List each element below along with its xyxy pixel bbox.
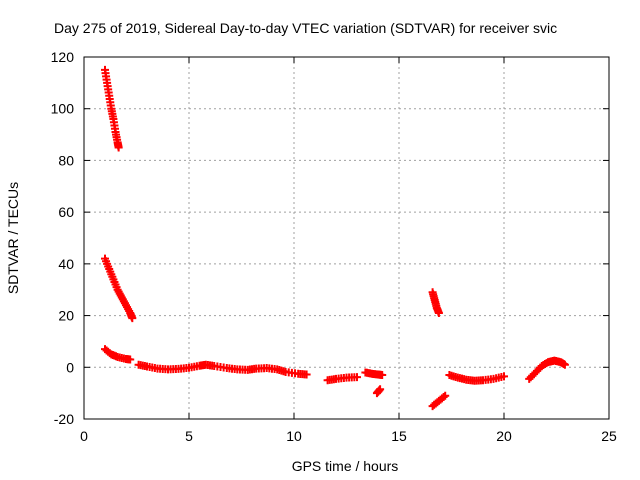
x-tick-label: 10 [286,428,302,444]
x-axis-title: GPS time / hours [292,458,399,474]
x-tick-label: 25 [601,428,617,444]
y-tick-label: 40 [58,256,74,272]
x-tick-label: 0 [80,428,88,444]
data-point-marker [560,360,569,369]
data-points [101,65,569,411]
plot-frame [83,56,610,420]
x-tick-label: 20 [496,428,512,444]
grid [84,57,609,419]
x-tick-label: 15 [391,428,407,444]
data-point-marker [126,355,135,364]
data-point-marker [353,373,361,382]
data-point-marker [376,385,385,394]
x-tick-label: 5 [185,428,193,444]
y-axis-title: SDTVAR / TECUs [5,182,21,294]
y-tick-label: -20 [54,411,74,427]
data-point-marker [128,314,137,323]
data-point-marker [441,391,450,400]
data-point-marker [434,308,443,317]
y-tick-label: 120 [51,49,75,65]
chart-title: Day 275 of 2019, Sidereal Day-to-day VTE… [54,20,557,36]
y-tick-label: 60 [58,204,74,220]
y-tick-label: 100 [51,101,75,117]
y-tick-label: 20 [58,308,74,324]
data-point-marker [114,143,123,152]
data-point-marker [302,370,311,379]
y-tick-label: 0 [66,359,74,375]
y-tick-label: 80 [58,152,74,168]
axes: 0 5 10 15 20 25 -20 0 20 40 60 80 100 120 [51,49,617,444]
data-point-marker [439,393,448,402]
data-point-marker [500,372,508,381]
data-point-marker [378,371,387,380]
